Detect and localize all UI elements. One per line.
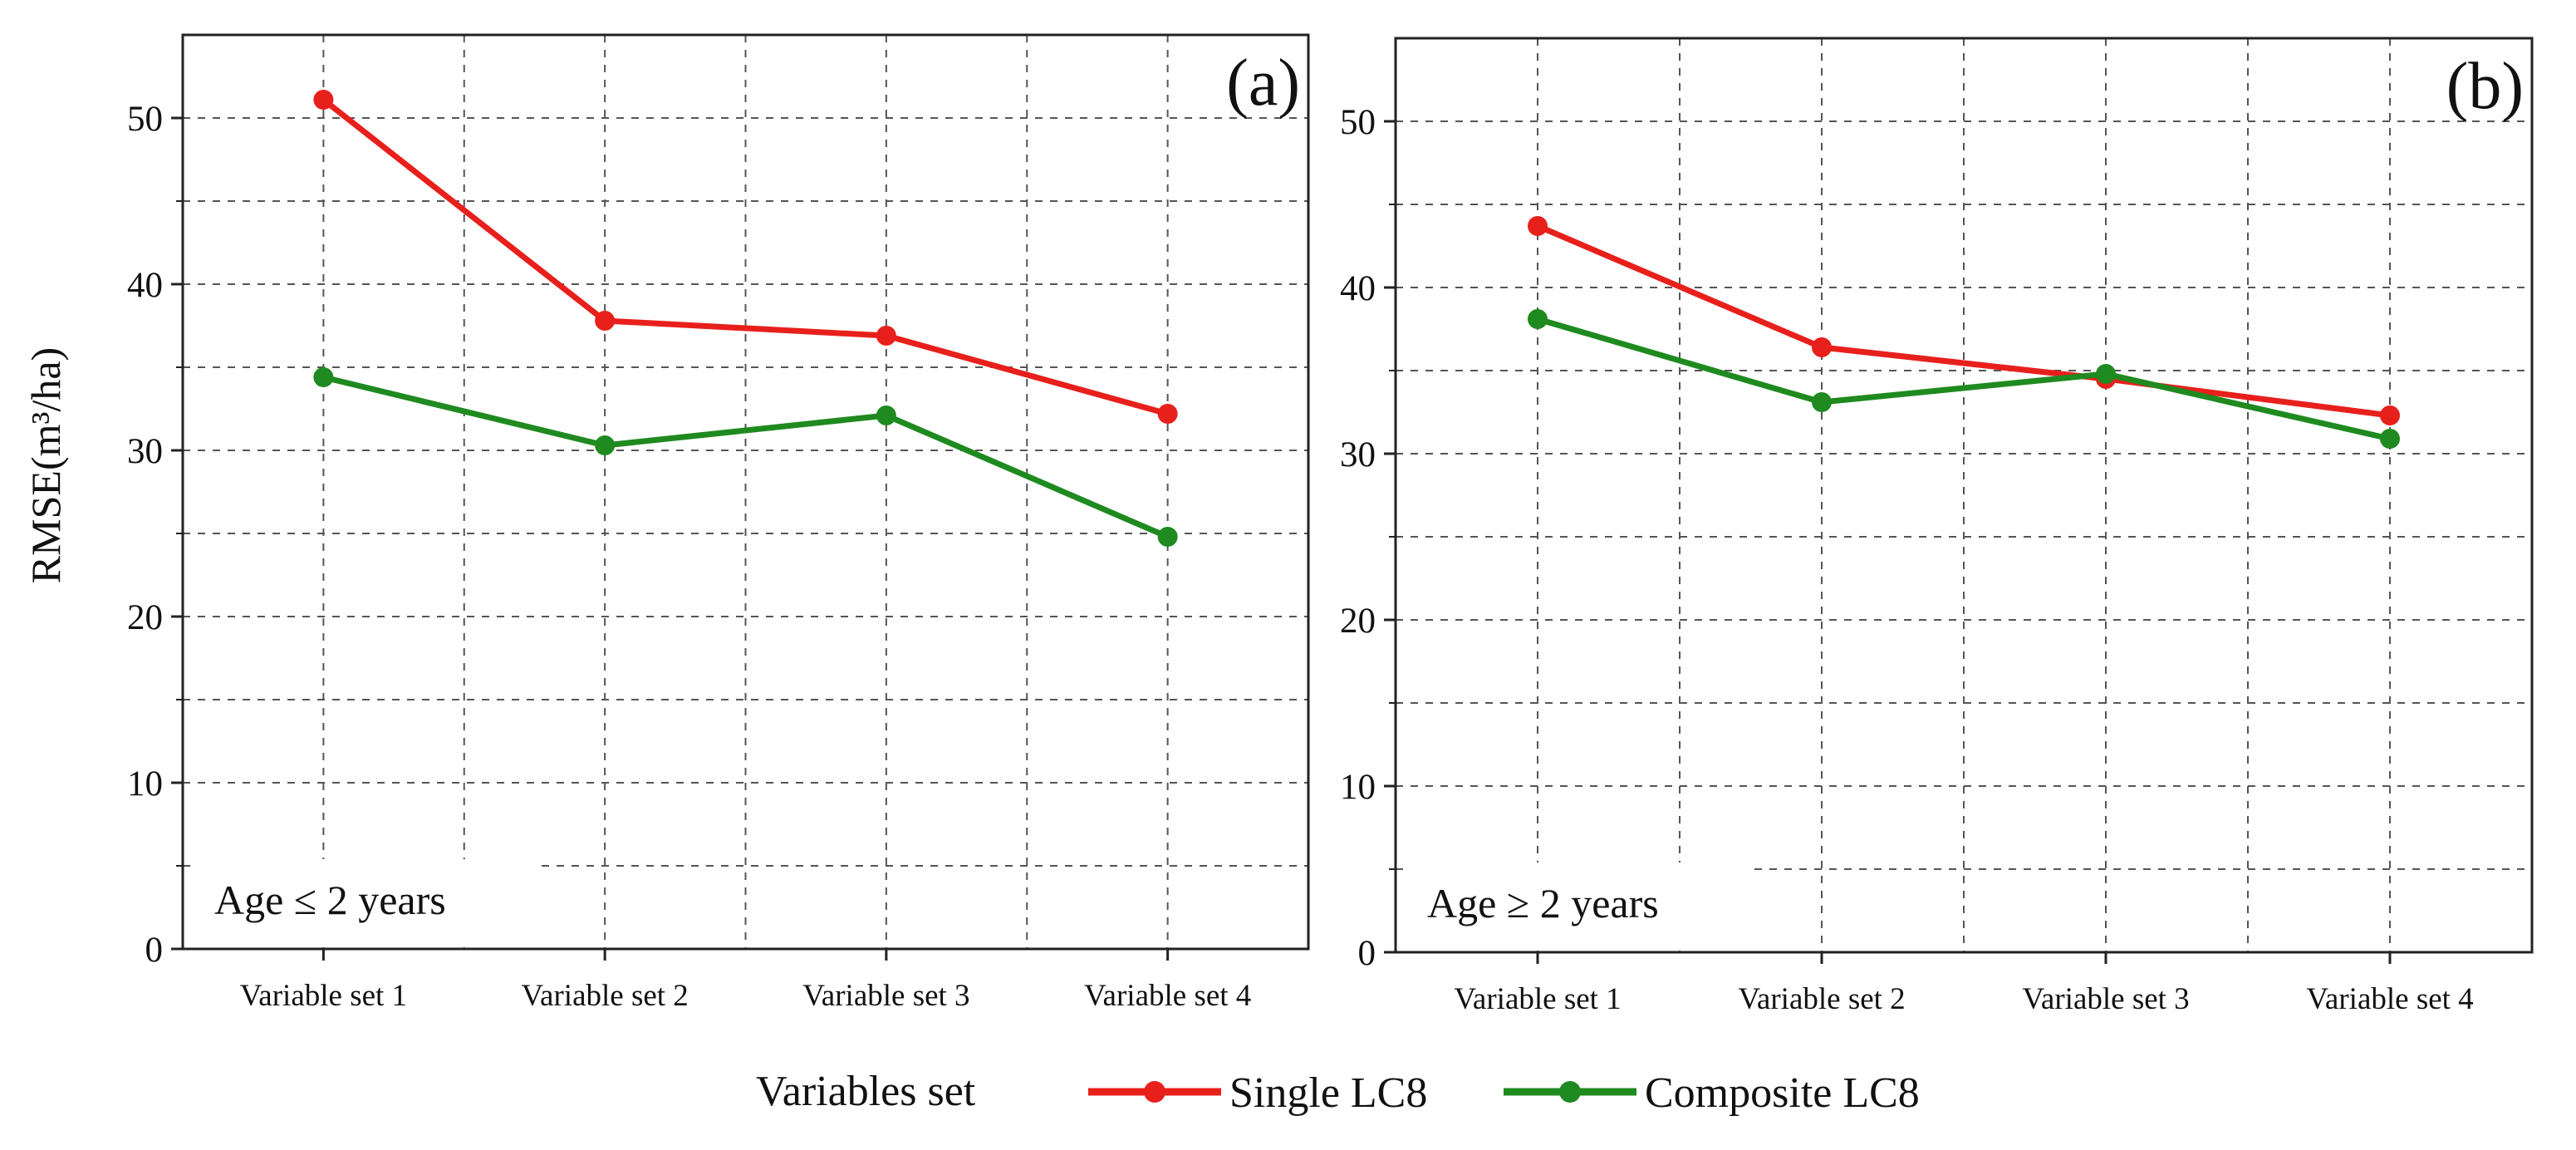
- panel-label: (a): [1226, 47, 1300, 120]
- age-annotation: Age ≥ 2 years: [1427, 880, 1659, 926]
- panel-b: 0 10 20 30 40 50 Variable set 1 Variable set 2 V…: [1340, 37, 2534, 1016]
- series-line: [321, 97, 1169, 417]
- legend-marker-composite: [1559, 1081, 1581, 1103]
- data-point: [595, 311, 616, 331]
- series-line: [1536, 223, 2391, 419]
- annotation-box: [1404, 862, 1753, 946]
- data-point: [2380, 429, 2400, 449]
- data-point: [2380, 405, 2400, 425]
- data-point: [1157, 527, 1178, 547]
- y-tick-label: 0: [145, 931, 164, 970]
- data-point: [2096, 364, 2116, 384]
- series-line: [322, 374, 1170, 540]
- legend: Variables set Single LC8 Composite LC8: [756, 1068, 1920, 1117]
- data-point: [1812, 337, 1832, 357]
- y-tick-label: 0: [1358, 934, 1376, 973]
- y-tick-label: 30: [127, 432, 163, 471]
- x-tick-label: Variable set 4: [2306, 982, 2473, 1016]
- legend-marker-single: [1144, 1081, 1165, 1103]
- y-tick-label: 20: [1340, 602, 1376, 641]
- plot-frame: [181, 33, 1310, 951]
- y-tick-label: 10: [1340, 768, 1376, 807]
- data-point: [876, 326, 896, 346]
- data-point: [313, 90, 334, 110]
- x-tick-label: Variable set 3: [802, 979, 969, 1013]
- y-axis-title: RMSE(m³/ha): [22, 347, 69, 583]
- plot-frame: [1394, 37, 2534, 954]
- annotation-box: [191, 859, 540, 942]
- legend-label-composite: Composite LC8: [1645, 1069, 1920, 1117]
- x-tick-label: Variable set 2: [1738, 982, 1905, 1016]
- legend-label-single: Single LC8: [1229, 1069, 1427, 1117]
- data-point: [1157, 404, 1178, 424]
- x-tick-label: Variable set 1: [240, 979, 407, 1013]
- age-annotation: Age ≤ 2 years: [214, 877, 446, 923]
- y-tick-label: 50: [1340, 103, 1376, 142]
- y-tick-label: 40: [1340, 269, 1376, 308]
- data-point: [1528, 309, 1548, 329]
- y-tick-label: 30: [1340, 435, 1376, 474]
- data-point: [313, 367, 334, 387]
- x-tick-label: Variable set 4: [1084, 979, 1251, 1013]
- legend-title: Variables set: [756, 1068, 976, 1115]
- y-tick-label: 50: [127, 100, 163, 139]
- panel-a: 0 10 20 30 40 50 Variable set 1 Variable set 2 V…: [127, 33, 1310, 1013]
- series-line: [1537, 316, 2391, 442]
- data-point: [876, 405, 896, 425]
- panel-label: (b): [2446, 50, 2524, 123]
- data-point: [1528, 216, 1548, 236]
- y-tick-label: 40: [127, 266, 163, 305]
- x-tick-label: Variable set 1: [1454, 982, 1621, 1016]
- x-tick-label: Variable set 3: [2022, 982, 2189, 1016]
- y-tick-label: 20: [127, 598, 163, 637]
- y-tick-label: 10: [127, 764, 163, 804]
- x-tick-label: Variable set 2: [521, 979, 688, 1013]
- data-point: [1812, 392, 1832, 412]
- data-point: [595, 435, 616, 455]
